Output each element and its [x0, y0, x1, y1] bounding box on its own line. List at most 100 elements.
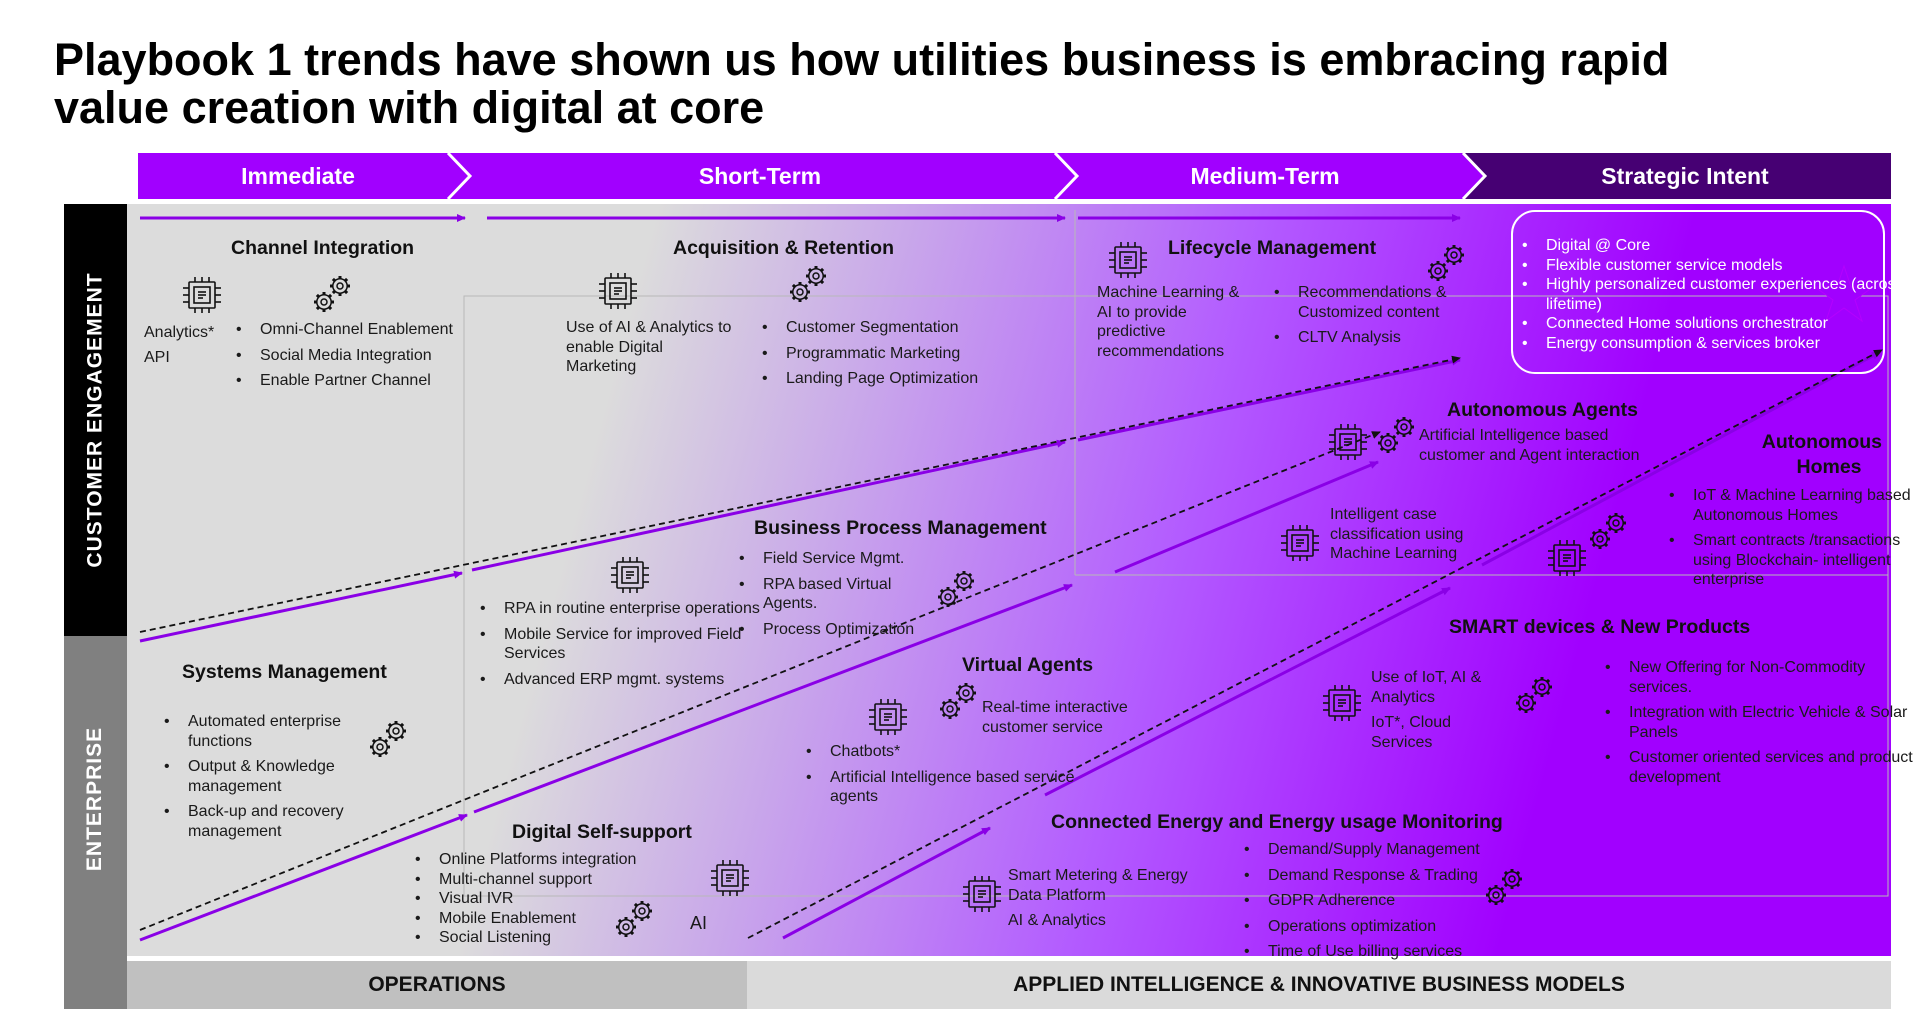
list-item: IoT & Machine Learning based Autonomous …	[1669, 486, 1914, 525]
list-item: Recommendations & Customized content	[1274, 283, 1498, 322]
list-item: Multi-channel support	[415, 870, 699, 890]
list-item: CLTV Analysis	[1274, 328, 1498, 348]
channel-integration-title: Channel Integration	[231, 237, 415, 259]
channel-integration-left: Analytics* API	[144, 324, 215, 366]
list-item: Connected Home solutions orchestrator	[1522, 314, 1906, 334]
list-item: Process Optimization	[739, 620, 933, 640]
gears-icon	[310, 273, 356, 320]
list-item: Programmatic Marketing	[762, 344, 1016, 364]
list-item: Output & Knowledge management	[164, 757, 388, 796]
list-item: Back-up and recovery management	[164, 802, 388, 841]
enterprise-band	[64, 636, 127, 1009]
gears-icon	[612, 898, 658, 945]
smart-devices-list: New Offering for Non-Commodity services.…	[1603, 658, 1914, 793]
autonomous-homes-list: IoT & Machine Learning based Autonomous …	[1667, 486, 1914, 596]
lifecycle-management-title: Lifecycle Management	[1168, 237, 1377, 259]
chip-icon	[1545, 538, 1589, 583]
chip-icon	[866, 697, 910, 742]
lifecycle-management-list: Recommendations & Customized content CLT…	[1272, 283, 1498, 354]
acquisition-retention-title: Acquisition & Retention	[673, 237, 894, 259]
customer-engagement-label: CUSTOMER ENGAGEMENT	[83, 272, 107, 568]
digital-self-support-title: Digital Self-support	[512, 821, 692, 843]
list-item: Visual IVR	[415, 889, 699, 909]
digital-self-support-list: Online Platforms integration Multi-chann…	[413, 850, 699, 948]
gears-icon	[1374, 414, 1420, 461]
gears-icon	[1512, 674, 1558, 721]
list-item: Integration with Electric Vehicle & Sola…	[1605, 703, 1914, 742]
autonomous-agents-text: Artificial Intelligence based customer a…	[1419, 427, 1640, 464]
list-item: Chatbots*	[806, 742, 1090, 762]
chip-icon	[180, 275, 224, 320]
intelligent-case-text: Intelligent case classification using Ma…	[1330, 506, 1464, 562]
acquisition-retention-left: Use of AI & Analytics to enable Digital …	[566, 319, 732, 375]
list-item: RPA in routine enterprise operations	[480, 599, 764, 619]
systems-management-list: Automated enterprise functions Output & …	[162, 712, 388, 847]
list-item: Advanced ERP mgmt. systems	[480, 670, 764, 690]
ai-label: AI	[690, 913, 708, 933]
phase-short-term: Short-Term	[698, 163, 822, 189]
list-item: Enable Partner Channel	[236, 371, 520, 391]
gears-icon	[366, 718, 412, 765]
customer-engagement-band	[64, 204, 127, 636]
channel-integration-list: Omni-Channel Enablement Social Media Int…	[234, 320, 520, 397]
gears-icon	[934, 568, 980, 615]
list-item: Energy consumption & services broker	[1522, 334, 1906, 354]
list-item: Operations optimization	[1244, 917, 1518, 937]
list-item: New Offering for Non-Commodity services.	[1605, 658, 1914, 697]
virtual-agents-text: Real-time interactive customer service	[982, 699, 1128, 736]
footer-operations: OPERATIONS	[127, 961, 747, 1009]
rpa-list: RPA in routine enterprise operations Mob…	[478, 599, 764, 695]
smart-devices-title: SMART devices & New Products	[1449, 616, 1751, 638]
chip-icon	[708, 858, 752, 903]
list-item: Demand Response & Trading	[1244, 866, 1518, 886]
gears-icon	[1482, 866, 1528, 913]
autonomous-homes-title: Autonomous Homes	[1761, 431, 1882, 478]
phase-immediate: Immediate	[241, 163, 355, 189]
chip-icon	[1278, 523, 1322, 568]
list-item: Smart contracts /transactions using Bloc…	[1669, 531, 1914, 590]
list-item: Artificial Intelligence based service ag…	[806, 768, 1090, 807]
phase-strategic-intent: Strategic Intent	[1601, 163, 1769, 189]
footer-applied-intelligence: APPLIED INTELLIGENCE & INNOVATIVE BUSINE…	[747, 961, 1891, 1009]
list-item: Mobile Enablement	[415, 909, 699, 929]
list-item: Mobile Service for improved Field Servic…	[480, 625, 764, 664]
gears-icon	[936, 680, 982, 727]
chip-icon	[1326, 422, 1370, 467]
chip-icon	[960, 874, 1004, 919]
list-item: Social Media Integration	[236, 346, 520, 366]
list-item: Flexible customer service models	[1522, 256, 1906, 276]
connected-energy-list: Demand/Supply Management Demand Response…	[1242, 840, 1518, 968]
list-item: Highly personalized customer experiences…	[1522, 275, 1906, 314]
list-item: Automated enterprise functions	[164, 712, 388, 751]
list-item: Digital @ Core	[1522, 236, 1906, 256]
connected-energy-left: Smart Metering & Energy Data Platform AI…	[1008, 867, 1188, 929]
list-item: Field Service Mgmt.	[739, 549, 933, 569]
enterprise-label: ENTERPRISE	[83, 726, 107, 871]
list-item: Demand/Supply Management	[1244, 840, 1518, 860]
autonomous-agents-title: Autonomous Agents	[1447, 399, 1639, 421]
list-item: Landing Page Optimization	[762, 369, 1016, 389]
business-process-management-title: Business Process Management	[754, 517, 1047, 539]
gears-icon	[1586, 510, 1632, 557]
list-item: Customer Segmentation	[762, 318, 1016, 338]
connected-energy-title: Connected Energy and Energy usage Monito…	[1051, 811, 1503, 833]
phase-medium-term: Medium-Term	[1190, 163, 1340, 189]
list-item: Time of Use billing services	[1244, 942, 1518, 962]
smart-devices-left: Use of IoT, AI & Analytics IoT*, Cloud S…	[1371, 669, 1482, 751]
business-process-management-list: Field Service Mgmt. RPA based Virtual Ag…	[737, 549, 933, 645]
strategic-intent-list: Digital @ Core Flexible customer service…	[1520, 236, 1906, 353]
list-item: GDPR Adherence	[1244, 891, 1518, 911]
virtual-agents-list: Chatbots* Artificial Intelligence based …	[804, 742, 1090, 813]
page-title: Playbook 1 trends have shown us how util…	[54, 34, 1670, 133]
list-item: RPA based Virtual Agents.	[739, 575, 933, 614]
acquisition-retention-list: Customer Segmentation Programmatic Marke…	[760, 318, 1016, 395]
chip-icon	[1106, 240, 1150, 285]
chip-icon	[608, 555, 652, 600]
list-item: Customer oriented services and product d…	[1605, 748, 1914, 787]
list-item: Omni-Channel Enablement	[236, 320, 520, 340]
virtual-agents-title: Virtual Agents	[962, 654, 1094, 676]
list-item: Social Listening	[415, 928, 699, 948]
list-item: Online Platforms integration	[415, 850, 699, 870]
chip-icon	[596, 271, 640, 316]
gears-icon	[1424, 242, 1470, 289]
